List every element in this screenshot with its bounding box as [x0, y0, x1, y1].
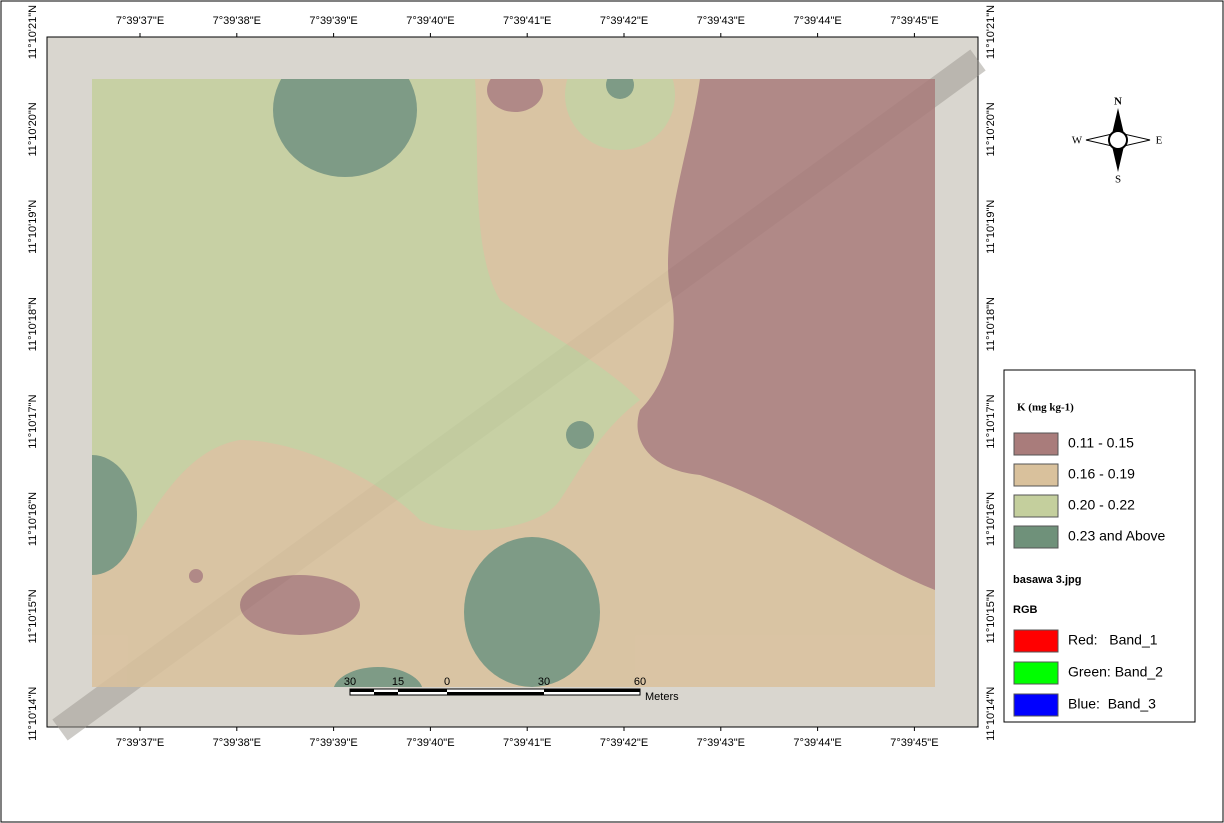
lon-label-bottom: 7°39'43"E [697, 737, 745, 749]
band-label: Green: Band_2 [1068, 664, 1163, 680]
scale-label: 0 [444, 676, 450, 688]
lon-label-top: 7°39'44"E [793, 15, 841, 27]
lon-label-bottom: 7°39'39"E [309, 737, 357, 749]
k-zones [47, 40, 935, 717]
band-swatch [1014, 630, 1058, 652]
scale-seg [398, 689, 447, 692]
scale-seg [350, 689, 374, 692]
legend: K (mg kg-1) basawa 3.jpg RGB 0.11 - 0.15… [1004, 370, 1195, 722]
legend-label: 0.23 and Above [1068, 528, 1166, 544]
scale-label: 30 [538, 676, 550, 688]
lat-label-right: 11°10'16"N [985, 492, 997, 546]
zone [240, 575, 360, 635]
compass-e: E [1156, 135, 1163, 147]
band-swatch [1014, 662, 1058, 684]
compass-w: W [1072, 135, 1083, 147]
compass-s: S [1115, 174, 1121, 186]
lat-label-right: 11°10'19"N [985, 200, 997, 254]
lat-label-left: 11°10'17"N [27, 394, 39, 448]
lon-label-bottom: 7°39'45"E [890, 737, 938, 749]
page: {"map": { "lon_labels": ["7°39'37\"E", "… [0, 0, 1224, 823]
zone [566, 421, 594, 449]
raster-name: basawa 3.jpg [1013, 574, 1081, 586]
scale-label: 60 [634, 676, 646, 688]
lat-label-right: 11°10'21"N [985, 5, 997, 59]
lon-label-top: 7°39'40"E [406, 15, 454, 27]
lon-label-top: 7°39'43"E [697, 15, 745, 27]
lon-label-bottom: 7°39'37"E [116, 737, 164, 749]
legend-title: K (mg kg-1) [1017, 402, 1074, 414]
lat-label-left: 11°10'20"N [27, 102, 39, 156]
lon-label-top: 7°39'39"E [309, 15, 357, 27]
legend-swatch [1014, 464, 1058, 486]
lon-label-bottom: 7°39'40"E [406, 737, 454, 749]
lat-label-right: 11°10'15"N [985, 589, 997, 643]
lon-label-top: 7°39'42"E [600, 15, 648, 27]
compass-ring [1109, 131, 1127, 149]
zone [189, 569, 203, 583]
lat-label-right: 11°10'18"N [985, 297, 997, 351]
lon-label-bottom: 7°39'42"E [600, 737, 648, 749]
lon-label-top: 7°39'45"E [890, 15, 938, 27]
scale-label: 30 [344, 676, 356, 688]
lat-label-left: 11°10'16"N [27, 492, 39, 546]
zone [464, 537, 600, 687]
rgb-label: RGB [1013, 604, 1038, 616]
lon-label-top: 7°39'37"E [116, 15, 164, 27]
legend-label: 0.11 - 0.15 [1068, 435, 1134, 451]
lat-label-left: 11°10'19"N [27, 200, 39, 254]
lon-label-bottom: 7°39'41"E [503, 737, 551, 749]
scale-seg [374, 692, 398, 695]
lat-label-right: 11°10'14"N [985, 687, 997, 741]
band-label: Blue: Band_3 [1068, 696, 1156, 712]
map-layout: 7°39'37"E 7°39'37"E 7°39'38"E 7°39'38"E 7°39… [0, 0, 1224, 823]
band-swatch [1014, 694, 1058, 716]
band-label: Red: Band_1 [1068, 632, 1158, 648]
scale-seg [544, 689, 640, 692]
scale-label: 15 [392, 676, 404, 688]
legend-label: 0.16 - 0.19 [1068, 466, 1135, 482]
scale-seg [447, 692, 544, 695]
legend-swatch [1014, 526, 1058, 548]
compass-n: N [1114, 96, 1122, 108]
lon-label-top: 7°39'41"E [503, 15, 551, 27]
lon-label-bottom: 7°39'44"E [793, 737, 841, 749]
lat-label-right: 11°10'17"N [985, 394, 997, 448]
lon-label-top: 7°39'38"E [213, 15, 261, 27]
legend-swatch [1014, 433, 1058, 455]
lat-label-right: 11°10'20"N [985, 102, 997, 156]
legend-label: 0.20 - 0.22 [1068, 497, 1135, 513]
scale-unit: Meters [645, 691, 679, 703]
lat-label-left: 11°10'14"N [27, 687, 39, 741]
lon-label-bottom: 7°39'38"E [213, 737, 261, 749]
lat-label-left: 11°10'15"N [27, 589, 39, 643]
legend-swatch [1014, 495, 1058, 517]
lat-label-left: 11°10'18"N [27, 297, 39, 351]
lat-label-left: 11°10'21"N [27, 5, 39, 59]
